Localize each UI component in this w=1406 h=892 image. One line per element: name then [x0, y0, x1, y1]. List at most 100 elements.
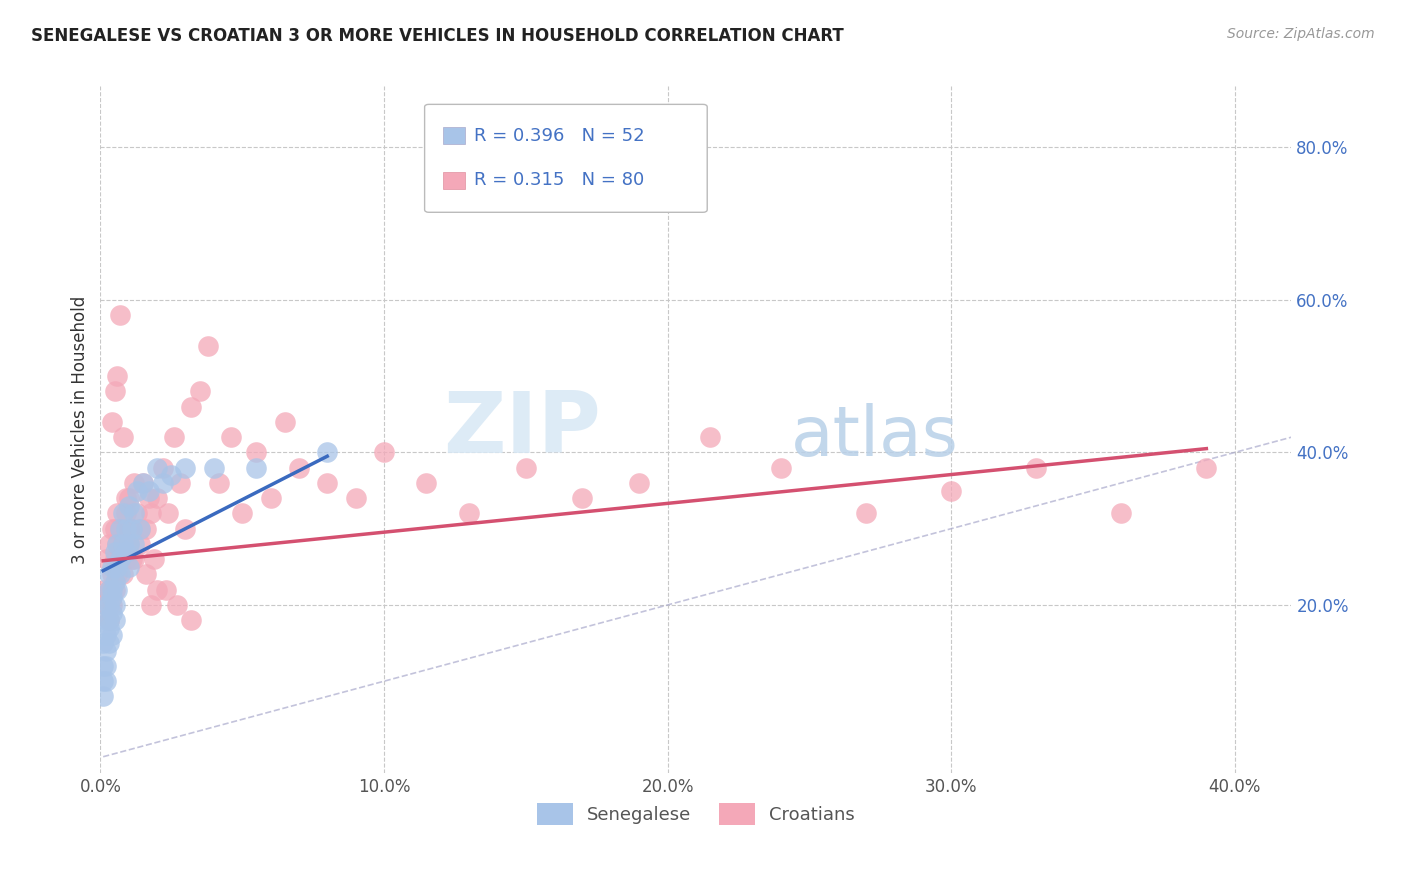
Point	[94, 674, 117, 689]
Point	[180, 400, 202, 414]
Point	[118, 491, 141, 506]
Point	[138, 491, 160, 506]
Point	[94, 613, 117, 627]
Point	[231, 507, 253, 521]
Point	[94, 552, 117, 566]
Point	[94, 659, 117, 673]
Point	[245, 460, 267, 475]
Point	[105, 507, 128, 521]
Point	[103, 613, 125, 627]
Point	[112, 567, 135, 582]
Point	[163, 430, 186, 444]
Point	[100, 598, 122, 612]
Point	[91, 690, 114, 704]
Point	[188, 384, 211, 399]
Point	[121, 522, 143, 536]
Point	[146, 491, 169, 506]
Point	[152, 460, 174, 475]
Point	[174, 460, 197, 475]
Point	[344, 491, 367, 506]
Point	[103, 575, 125, 590]
Point	[97, 598, 120, 612]
Point	[316, 475, 339, 490]
Point	[219, 430, 242, 444]
Point	[146, 582, 169, 597]
Text: ZIP: ZIP	[443, 388, 600, 471]
Point	[91, 659, 114, 673]
Point	[97, 636, 120, 650]
Point	[91, 636, 114, 650]
Point	[118, 522, 141, 536]
Legend: Senegalese, Croatians: Senegalese, Croatians	[530, 796, 862, 832]
Point	[146, 460, 169, 475]
Point	[121, 522, 143, 536]
Point	[124, 537, 146, 551]
Point	[699, 430, 721, 444]
Point	[939, 483, 962, 498]
Point	[115, 552, 138, 566]
Point	[100, 582, 122, 597]
Point	[135, 567, 157, 582]
Point	[174, 522, 197, 536]
Point	[155, 582, 177, 597]
Point	[124, 552, 146, 566]
Point	[108, 552, 131, 566]
Point	[105, 369, 128, 384]
Point	[97, 582, 120, 597]
Point	[115, 491, 138, 506]
Point	[97, 537, 120, 551]
Point	[97, 613, 120, 627]
Point	[515, 460, 537, 475]
Point	[103, 384, 125, 399]
Point	[127, 483, 149, 498]
Point	[100, 567, 122, 582]
Point	[141, 598, 163, 612]
Point	[115, 544, 138, 558]
Point	[273, 415, 295, 429]
Point	[97, 621, 120, 635]
Text: SENEGALESE VS CROATIAN 3 OR MORE VEHICLES IN HOUSEHOLD CORRELATION CHART: SENEGALESE VS CROATIAN 3 OR MORE VEHICLE…	[31, 27, 844, 45]
Point	[127, 507, 149, 521]
Point	[115, 507, 138, 521]
Point	[855, 507, 877, 521]
Point	[288, 460, 311, 475]
Point	[118, 559, 141, 574]
Point	[143, 552, 166, 566]
Point	[112, 537, 135, 551]
Point	[91, 674, 114, 689]
Point	[103, 598, 125, 612]
Point	[115, 522, 138, 536]
Point	[108, 522, 131, 536]
Point	[458, 507, 481, 521]
Point	[100, 559, 122, 574]
Point	[103, 522, 125, 536]
Point	[316, 445, 339, 459]
Point	[100, 415, 122, 429]
Point	[100, 606, 122, 620]
Point	[152, 475, 174, 490]
Point	[94, 628, 117, 642]
Text: R = 0.396   N = 52: R = 0.396 N = 52	[474, 127, 644, 145]
Point	[373, 445, 395, 459]
Point	[100, 628, 122, 642]
Point	[169, 475, 191, 490]
Point	[97, 613, 120, 627]
Point	[129, 537, 152, 551]
Point	[124, 507, 146, 521]
Point	[103, 544, 125, 558]
Point	[132, 475, 155, 490]
Point	[97, 567, 120, 582]
Point	[197, 339, 219, 353]
Point	[129, 522, 152, 536]
Text: atlas: atlas	[792, 403, 959, 470]
Point	[1111, 507, 1133, 521]
Point	[118, 537, 141, 551]
Point	[208, 475, 231, 490]
Point	[141, 507, 163, 521]
Point	[108, 552, 131, 566]
Point	[103, 552, 125, 566]
Point	[94, 598, 117, 612]
Point	[105, 582, 128, 597]
Point	[100, 522, 122, 536]
Text: Source: ZipAtlas.com: Source: ZipAtlas.com	[1227, 27, 1375, 41]
